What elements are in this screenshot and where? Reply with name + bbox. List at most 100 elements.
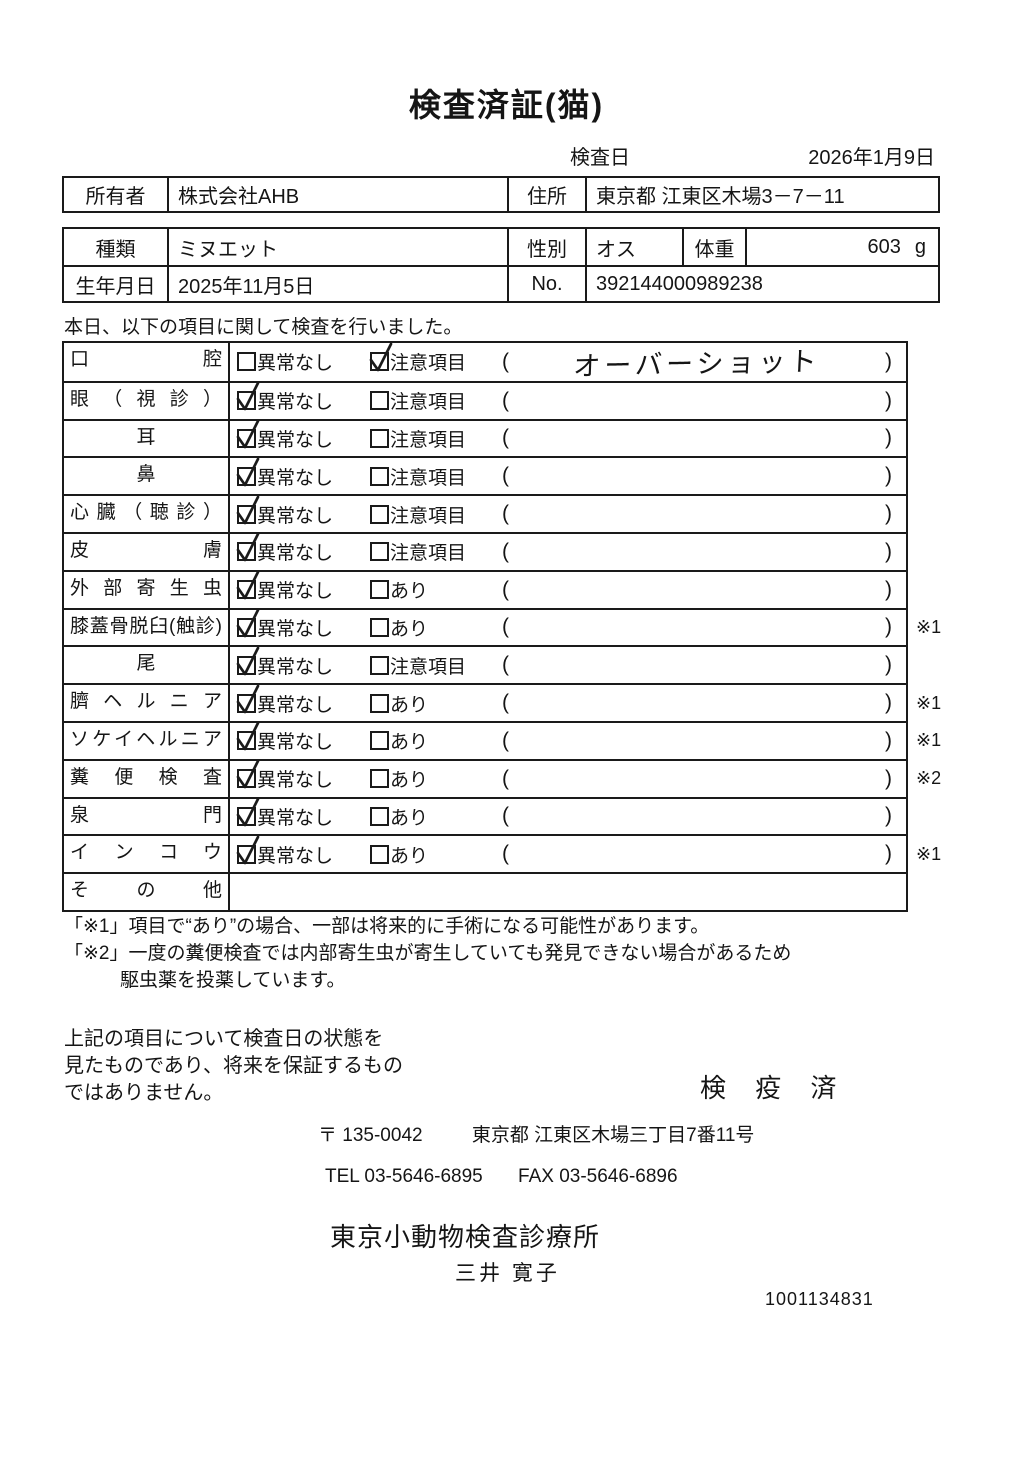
row-content: 異常なし 注意項目 ()	[230, 646, 906, 683]
remarks-field: ()	[502, 496, 892, 532]
checkbox-option: あり	[370, 610, 428, 646]
checkbox-option: 異常なし	[236, 381, 334, 419]
paren-open: (	[502, 728, 509, 752]
row-footnote-mark: ※1	[916, 616, 942, 637]
paren-open: (	[502, 388, 509, 412]
owner-label: 所有者	[85, 186, 146, 208]
checkbox-unchecked	[370, 391, 389, 411]
birth-label: 生年月日	[64, 265, 167, 301]
remarks-field: ()	[502, 723, 892, 759]
paren-close: )	[885, 502, 892, 526]
inspection-date-row: 検査日 2026年1月9日	[570, 141, 935, 170]
remarks-field: ()	[502, 610, 892, 646]
paren-close: )	[885, 615, 892, 639]
row-footnote-mark: ※1	[916, 730, 942, 751]
checkbox-checked	[236, 835, 260, 865]
option-label: 異常なし	[257, 429, 334, 451]
checkmark-icon	[236, 495, 260, 524]
checklist-row: 眼（視診） 異常なし 注意項目 ()	[64, 380, 906, 419]
checkbox-checked	[236, 570, 260, 600]
row-label: 耳	[64, 420, 230, 457]
row-label: 鼻	[64, 458, 230, 495]
checkmark-icon	[236, 646, 260, 676]
option-label: 異常なし	[257, 543, 334, 565]
option-label: 注意項目	[390, 429, 467, 451]
weight-label: 体重	[682, 229, 745, 265]
weight-value-cell: 603 g	[745, 229, 938, 265]
checkbox-unchecked	[370, 580, 389, 600]
sex-value: オス	[585, 229, 682, 265]
checkbox-checked	[236, 419, 260, 449]
paren-close: )	[885, 728, 892, 752]
option-label: 注意項目	[390, 505, 467, 527]
checkbox-option: 注意項目	[370, 383, 466, 419]
checkbox-unchecked	[370, 769, 389, 789]
row-content: 異常なし あり ()	[230, 759, 906, 797]
checkbox-option: あり	[370, 572, 428, 608]
option-label: 注意項目	[390, 656, 467, 678]
checkbox-checked	[236, 608, 260, 638]
clinic-name: 東京小動物検査診療所	[330, 1222, 601, 1252]
paren-close: )	[885, 691, 892, 715]
breed-value: ミヌエット	[167, 229, 507, 265]
paren-open: (	[502, 804, 509, 828]
option-label: 異常なし	[257, 392, 334, 414]
row-footnote-mark: ※1	[916, 843, 942, 864]
paren-close: )	[885, 539, 892, 563]
row-label: その他	[64, 874, 230, 910]
option-label: 異常なし	[257, 694, 334, 716]
checkbox-option: 異常なし	[236, 608, 334, 646]
disclaimer-line-2: 見たものであり、将来を保証するもの	[64, 1055, 403, 1077]
remarks-field: ()	[502, 383, 892, 419]
checkbox-checked	[236, 759, 260, 789]
checkbox-unchecked	[370, 655, 389, 675]
paren-close: )	[885, 653, 892, 677]
checkbox-checked	[236, 646, 260, 676]
checkbox-option: 注意項目	[370, 647, 466, 683]
clinic-phone-line: TEL 03-5646-6895 FAX 03-5646-6896	[325, 1166, 678, 1188]
checkbox-option: 異常なし	[236, 759, 333, 797]
veterinarian-name: 三井 寛子	[455, 1262, 560, 1285]
option-label: 注意項目	[390, 353, 467, 375]
checkbox-option: あり	[370, 761, 428, 797]
checkbox-checked	[236, 722, 260, 751]
address-label: 住所	[507, 178, 585, 211]
remarks-field: ()	[502, 799, 892, 835]
row-label: 膝蓋骨脱臼(触診)	[64, 609, 230, 646]
checkbox-unchecked	[370, 428, 389, 448]
row-content: 異常なし あり ()	[230, 608, 906, 646]
checkbox-option: 注意項目	[370, 421, 466, 457]
option-label: 注意項目	[390, 543, 467, 565]
checkmark-icon	[236, 533, 260, 562]
fax-number: FAX 03-5646-6896	[518, 1166, 678, 1187]
option-label: 異常なし	[257, 732, 334, 754]
row-content: 異常なし 注意項目 ()	[230, 419, 906, 457]
paren-open: (	[502, 766, 509, 790]
row-content: 異常なし 注意項目 ()	[230, 533, 906, 570]
inspection-date-value: 2026年1月9日	[808, 147, 935, 169]
paren-open: (	[502, 539, 509, 563]
row-label: 泉門	[64, 798, 230, 835]
checklist-row: 皮膚 異常なし 注意項目 ()	[64, 531, 906, 570]
birth-value: 2025年11月5日	[167, 265, 507, 301]
row-label: ソケイヘルニア	[64, 722, 230, 759]
row-content	[230, 874, 906, 910]
row-label: 糞便検査	[64, 760, 230, 797]
row-label: 臍ヘルニア	[64, 685, 230, 721]
row-label: 外部寄生虫	[64, 571, 230, 608]
checkbox-option: あり	[370, 685, 428, 721]
page-title: 検査済証(猫)	[408, 87, 605, 123]
paren-open: (	[502, 426, 509, 450]
remarks-field: ()	[502, 458, 892, 494]
option-label: 異常なし	[257, 618, 334, 640]
paren-close: )	[885, 577, 892, 601]
checkbox-option: 異常なし	[236, 495, 333, 532]
checkmark-icon	[236, 759, 260, 789]
checkbox-checked	[236, 797, 260, 827]
checkmark-icon	[236, 722, 260, 751]
remarks-field: ()	[502, 421, 892, 457]
row-label: 口腔	[64, 343, 230, 381]
option-label: あり	[390, 732, 429, 754]
paren-open: (	[502, 615, 509, 639]
row-footnote-mark: ※2	[916, 768, 942, 789]
